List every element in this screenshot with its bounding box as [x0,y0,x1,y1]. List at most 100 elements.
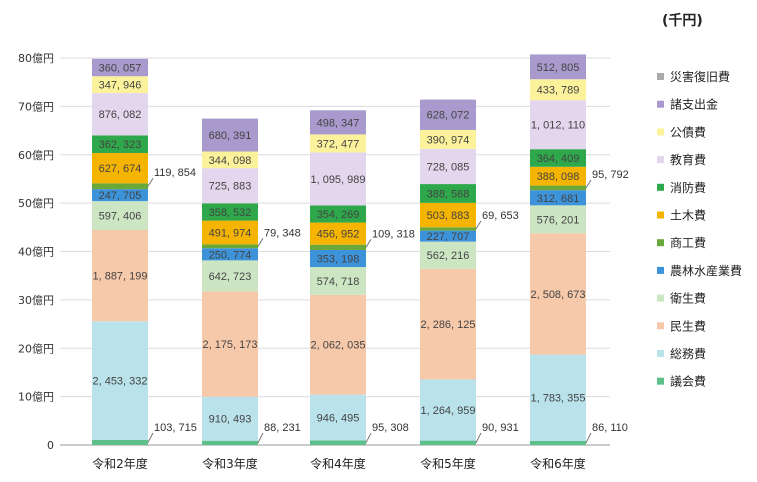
data-label: 362, 323 [99,139,142,151]
bar-segment [420,227,476,231]
data-label: 498, 347 [317,117,360,129]
bar-segment [530,100,586,150]
y-tick-label: 60億円 [18,149,54,162]
data-label: 576, 201 [537,214,580,226]
y-tick-label: 20億円 [18,342,54,355]
bar-segment [530,185,586,191]
data-label: 2, 175, 173 [202,339,257,351]
data-label: 372, 477 [317,138,360,150]
data-label: 90, 931 [482,422,519,434]
data-label: 512, 805 [537,62,580,74]
data-label: 227, 707 [427,231,470,243]
bar-segment [310,222,366,245]
x-tick-label: 令和4年度 [310,456,366,471]
bar-segment [530,54,586,80]
bar-segment [420,230,476,242]
legend-swatch [657,156,664,164]
bar-segment [420,202,476,228]
bar-segment [92,439,148,445]
legend-swatch [657,294,664,302]
y-tick-label: 80億円 [18,52,54,65]
bar-segment [310,152,366,206]
leader-line [147,432,154,443]
bar-segment [530,79,586,101]
data-label: 876, 082 [99,109,142,121]
data-label: 1, 095, 989 [310,174,365,186]
legend-label: 総務費 [670,346,706,361]
x-tick-label: 令和6年度 [530,456,586,471]
data-label: 491, 974 [209,228,252,240]
bar-segment [420,379,476,441]
y-tick-label: 50億円 [18,197,54,210]
bar-segment [310,205,366,223]
bar-segment [202,220,258,245]
data-label: 247, 705 [99,190,142,202]
data-label: 353, 198 [317,254,360,266]
legend-label: 教育費 [670,152,706,167]
bar-segment [310,267,366,295]
x-tick-label: 令和5年度 [420,456,476,471]
y-tick-label: 10億円 [18,391,54,404]
bar-segment [310,110,366,135]
legend-label: 消防費 [670,180,706,195]
leader-line [147,177,154,187]
data-label: 364, 409 [537,153,580,165]
legend-label: 商工費 [670,235,706,250]
bar-segment [92,152,148,184]
bar-segment [92,76,148,94]
data-label: 642, 723 [209,271,252,283]
bar-segment [530,440,586,445]
data-label: 358, 532 [209,207,252,219]
legend-swatch [657,183,664,191]
bar-segment [92,230,148,322]
data-label: 2, 508, 673 [530,289,585,301]
data-label: 627, 674 [99,163,142,175]
legend-swatch [657,350,664,357]
bar-segment [530,233,586,355]
data-label: 360, 057 [99,63,142,75]
legend-swatch [657,266,664,274]
bar-segment [310,394,366,441]
data-label: 95, 308 [372,422,409,434]
bar-segment [202,244,258,249]
bar-segment [310,294,366,395]
leader-line [585,432,592,444]
data-label: 456, 952 [317,229,360,241]
bar-segment [202,168,258,204]
x-tick-label: 令和3年度 [202,456,258,471]
leader-line [475,432,482,444]
bar-segment [92,321,148,440]
bar-segment [202,396,258,441]
data-label: 69, 653 [482,210,519,222]
legend-label: 公債費 [670,124,706,139]
data-label: 2, 453, 332 [92,376,147,388]
legend-label: 農林水産業費 [670,263,742,278]
data-label: 2, 062, 035 [310,340,365,352]
legend-label: 衛生費 [670,291,706,306]
bar-segment [420,440,476,445]
data-label: 250, 774 [209,249,252,261]
data-label: 1, 887, 199 [92,271,147,283]
data-label: 1, 012, 110 [531,120,585,132]
data-label: 119, 854 [154,167,196,179]
bar-segment [420,184,476,203]
data-label: 344, 098 [209,155,252,167]
data-label: 312, 681 [537,193,580,205]
y-tick-label: 0 [47,439,54,452]
data-label: 103, 715 [154,422,197,434]
legend-label: 諸支出金 [670,97,718,112]
bar-segment [92,189,148,202]
bar-segment [92,135,148,153]
bar-segment [310,440,366,445]
data-label: 1, 264, 959 [420,405,475,417]
legend-swatch [657,322,664,330]
bar-segment [310,134,366,153]
legend-swatch [657,73,664,80]
data-label: 390, 974 [427,134,470,146]
data-label: 574, 718 [317,276,360,288]
leader-line [257,238,264,247]
data-label: 347, 946 [99,80,142,92]
bar-segment [92,58,148,77]
data-label: 503, 883 [427,210,470,222]
